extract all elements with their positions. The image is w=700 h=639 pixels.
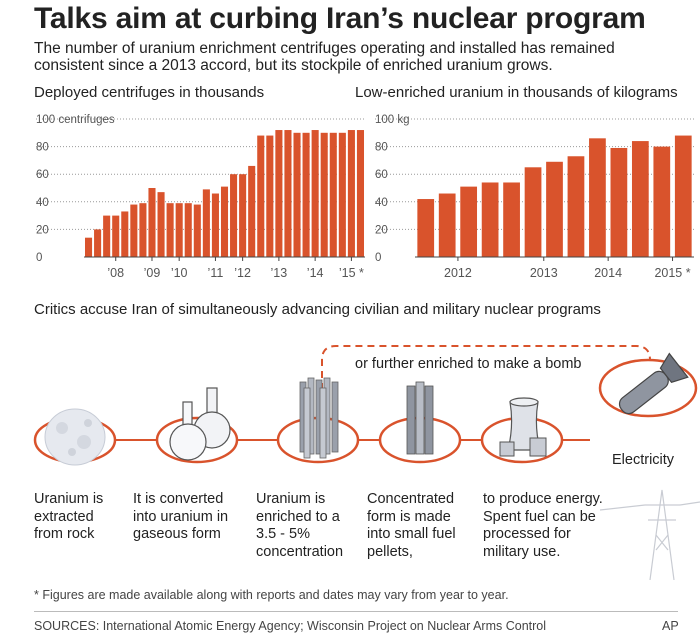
bar bbox=[302, 132, 310, 257]
bar bbox=[631, 141, 649, 257]
bar bbox=[211, 193, 219, 257]
divider bbox=[34, 611, 678, 612]
bomb-branch-label: or further enriched to make a bomb bbox=[352, 356, 585, 372]
x-tick-label: ’12 bbox=[234, 266, 251, 280]
x-tick-label: ’11 bbox=[208, 266, 224, 280]
y-tick-label: 80 bbox=[36, 142, 49, 154]
bar bbox=[524, 167, 542, 257]
bar bbox=[347, 130, 355, 257]
bar bbox=[329, 132, 337, 257]
page-title: Talks aim at curbing Iran’s nuclear prog… bbox=[34, 2, 646, 35]
x-tick-label: ’08 bbox=[107, 266, 124, 280]
uranium-chart-title: Low-enriched uranium in thousands of kil… bbox=[355, 84, 678, 101]
page-subtitle: The number of uranium enrichment centrif… bbox=[34, 40, 615, 74]
bar bbox=[193, 204, 201, 257]
process-diagram bbox=[33, 345, 700, 580]
y-tick-label: 0 bbox=[375, 252, 381, 264]
x-tick-label: 2012 bbox=[444, 266, 472, 280]
bar bbox=[567, 156, 585, 257]
bar bbox=[94, 229, 102, 257]
bar bbox=[266, 135, 274, 257]
bar bbox=[139, 203, 147, 257]
x-tick-label: ’14 bbox=[307, 266, 324, 280]
bar bbox=[248, 165, 256, 257]
x-tick-label: ’15 * bbox=[339, 266, 364, 280]
bar bbox=[184, 203, 192, 257]
y-tick-label: 40 bbox=[375, 197, 388, 209]
step-3-text: Uranium is enriched to a 3.5 - 5% concen… bbox=[256, 491, 344, 560]
bar bbox=[293, 132, 301, 257]
critics-heading: Critics accuse Iran of simultaneously ad… bbox=[34, 301, 601, 318]
uranium-bar-chart: 0 20 40 60 80 100 kg 2012 2013 2014 2015 * bbox=[375, 114, 694, 280]
x-tick-label: ’10 bbox=[171, 266, 188, 280]
bar bbox=[103, 215, 111, 257]
bar bbox=[239, 174, 247, 257]
y-tick-label: 60 bbox=[36, 169, 49, 181]
centrifuge-tubes-icon bbox=[276, 377, 360, 464]
x-tick-label: 2013 bbox=[530, 266, 558, 280]
bomb-icon bbox=[598, 352, 698, 418]
bar bbox=[311, 130, 319, 257]
bar bbox=[166, 203, 174, 257]
bar bbox=[417, 199, 435, 257]
centrifuges-chart-title: Deployed centrifuges in thousands bbox=[34, 84, 265, 101]
y-tick-label: 20 bbox=[36, 224, 49, 236]
y-tick-label: 40 bbox=[36, 197, 49, 209]
y-tick-label: 60 bbox=[375, 169, 388, 181]
bar bbox=[157, 192, 165, 257]
bar bbox=[338, 132, 346, 257]
electricity-label: Electricity bbox=[612, 452, 675, 468]
x-tick-label: 2015 * bbox=[654, 266, 690, 280]
bar bbox=[589, 138, 606, 257]
fuel-rods-icon bbox=[378, 381, 462, 464]
bar bbox=[674, 135, 692, 257]
rock-icon bbox=[33, 408, 117, 466]
bar bbox=[148, 188, 156, 257]
bar bbox=[503, 182, 520, 257]
sources-line: SOURCES: International Atomic Energy Age… bbox=[34, 619, 547, 633]
y-tick-label: 80 bbox=[375, 142, 388, 154]
bar bbox=[460, 186, 478, 257]
bar bbox=[653, 146, 671, 257]
bar bbox=[175, 203, 183, 257]
bar bbox=[112, 215, 120, 257]
bar bbox=[84, 237, 93, 257]
bar bbox=[610, 147, 628, 257]
x-tick-label: ’09 bbox=[144, 266, 161, 280]
step-5-text: to produce energy. Spent fuel can be pro… bbox=[483, 491, 603, 560]
bar bbox=[275, 130, 283, 257]
bar bbox=[202, 189, 210, 257]
power-plant-icon bbox=[480, 397, 564, 464]
y-tick-label: 100 centrifuges bbox=[36, 114, 115, 126]
y-tick-label: 0 bbox=[36, 252, 42, 264]
step-4-text: Concentrated form is made into small fue… bbox=[367, 491, 456, 560]
bar bbox=[481, 182, 499, 257]
x-tick-label: 2014 bbox=[594, 266, 622, 280]
bar bbox=[121, 211, 129, 257]
footnote: * Figures are made available along with … bbox=[34, 588, 509, 602]
bar bbox=[130, 204, 138, 257]
bar bbox=[284, 130, 292, 257]
y-tick-label: 20 bbox=[375, 224, 388, 236]
y-tick-label: 100 kg bbox=[375, 114, 410, 126]
power-pylon-icon bbox=[599, 489, 700, 580]
bar bbox=[356, 130, 365, 257]
step-2-text: It is converted into uranium in gaseous … bbox=[133, 491, 229, 542]
bar bbox=[220, 186, 229, 257]
flask-icon bbox=[155, 387, 239, 464]
step-1-text: Uranium is extracted from rock bbox=[34, 491, 104, 542]
bar bbox=[320, 132, 328, 257]
credit: AP bbox=[662, 619, 679, 633]
bar bbox=[257, 135, 265, 257]
centrifuges-bar-chart: 0 20 40 60 80 100 centrifuges ’08 ’09 ’10 ’11 ’12 ’… bbox=[36, 114, 365, 280]
bar bbox=[230, 174, 238, 257]
x-tick-label: ’13 bbox=[271, 266, 288, 280]
bar bbox=[546, 161, 563, 257]
bar bbox=[438, 193, 456, 257]
